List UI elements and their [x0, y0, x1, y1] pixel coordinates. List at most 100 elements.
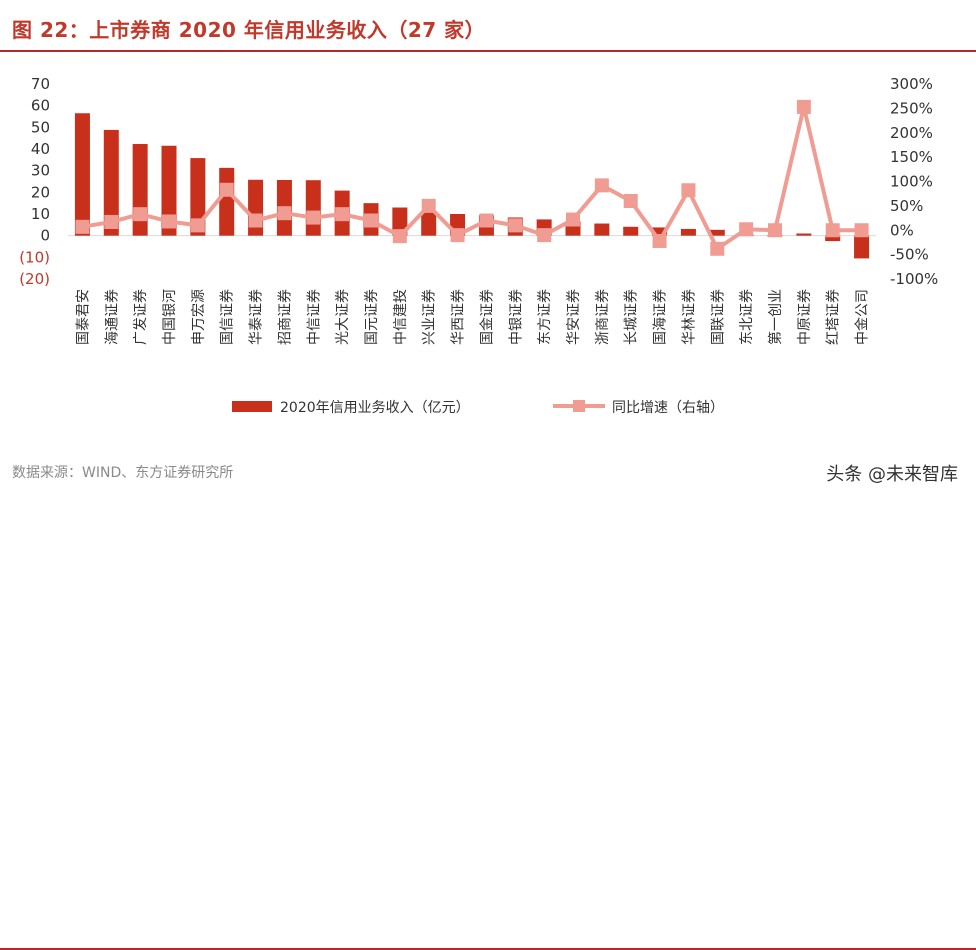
- growth-point-招商证券: [277, 206, 292, 221]
- growth-point-申万宏源: [190, 218, 205, 233]
- left-axis-tick-label: 40: [31, 140, 50, 158]
- chart-area: 70 60 50 40 30 20 10 0 (10) (20) 300% 250% 200% 150%…: [0, 56, 976, 456]
- bar-中信证券: [305, 180, 321, 236]
- category-labels: 国泰君安 海通证券 广发证券 中国银河 申万宏源 国信证券 华泰证券 招商证券 中信证券 光大证券…: [75, 289, 870, 345]
- footer: 数据来源：WIND、东方证券研究所 头条 @未来智库: [0, 456, 976, 950]
- category-label: 东方证券: [537, 289, 553, 345]
- watermark: 头条 @未来智库: [826, 464, 958, 485]
- category-label: 红塔证券: [826, 289, 842, 345]
- growth-point-国泰君安: [75, 219, 90, 234]
- category-label: 海通证券: [104, 289, 120, 345]
- bar-申万宏源: [190, 158, 206, 236]
- category-label: 国泰君安: [75, 289, 91, 345]
- bar-海通证券: [103, 129, 119, 236]
- category-label: 华泰证券: [249, 289, 265, 345]
- category-label: 国信证券: [220, 289, 236, 345]
- left-axis-tick-label: 30: [31, 162, 50, 180]
- left-axis-tick-label: 10: [31, 205, 50, 223]
- growth-point-华安证券: [566, 212, 580, 227]
- legend-bar-label: 2020年信用业务收入（亿元）: [280, 400, 470, 416]
- growth-point-红塔证券: [825, 223, 840, 238]
- bar-中金公司: [854, 235, 870, 259]
- category-label: 国海证券: [653, 289, 669, 345]
- growth-point-中信证券: [306, 210, 321, 225]
- category-label: 招商证券: [277, 289, 293, 345]
- growth-point-海通证券: [104, 214, 119, 229]
- right-axis-tick-label: 250%: [890, 99, 933, 117]
- bar-series: [68, 113, 876, 259]
- legend-line-marker: [573, 400, 585, 412]
- growth-point-光大证券: [335, 207, 350, 222]
- growth-point-东方证券: [537, 228, 552, 243]
- category-label: 东北证券: [739, 289, 755, 345]
- growth-point-中银证券: [508, 218, 523, 233]
- growth-line: [82, 104, 862, 251]
- category-label: 兴业证券: [422, 289, 438, 345]
- growth-point-国海证券: [652, 233, 667, 248]
- growth-point-华西证券: [450, 228, 465, 243]
- source-note: 数据来源：WIND、东方证券研究所: [12, 465, 234, 481]
- growth-point-中金公司: [854, 223, 869, 238]
- growth-point-华林证券: [681, 183, 696, 198]
- right-axis-tick-label: 50%: [890, 197, 923, 215]
- bar-兴业证券: [421, 210, 437, 236]
- growth-point-东北证券: [739, 222, 754, 237]
- bar-国泰君安: [74, 113, 90, 236]
- left-axis-tick-label: (10): [19, 248, 50, 266]
- bar-国联证券: [709, 229, 725, 236]
- category-label: 广发证券: [133, 289, 149, 345]
- right-axis-tick-label: 150%: [890, 148, 933, 166]
- category-label: 第一创业: [767, 289, 784, 345]
- category-label: 中金公司: [855, 289, 871, 345]
- bar-长城证券: [623, 226, 639, 236]
- growth-point-第一创业: [768, 223, 782, 238]
- category-label: 华安证券: [566, 289, 582, 345]
- category-label: 国金证券: [479, 289, 495, 345]
- bar-华林证券: [680, 228, 696, 236]
- growth-point-广发证券: [133, 207, 148, 222]
- growth-point-华泰证券: [248, 213, 263, 228]
- category-label: 中原证券: [797, 289, 813, 345]
- category-label: 中信证券: [306, 289, 322, 345]
- right-axis-tick-label: -100%: [890, 270, 938, 288]
- chart-title: 图 22：上市券商 2020 年信用业务收入（27 家）: [12, 18, 486, 42]
- category-label: 国联证券: [710, 289, 726, 345]
- right-axis: 300% 250% 200% 150% 100% 50% 0% -50% -100%: [890, 75, 938, 288]
- category-label: 长城证券: [624, 289, 640, 345]
- bar-国信证券: [219, 167, 235, 236]
- header: 图 22：上市券商 2020 年信用业务收入（27 家）: [0, 0, 976, 56]
- right-axis-tick-label: -50%: [890, 246, 929, 264]
- bar-中信建投: [392, 207, 408, 236]
- category-label: 中国银河: [162, 289, 178, 345]
- bar-line-chart: 70 60 50 40 30 20 10 0 (10) (20) 300% 250% 200% 150%…: [19, 75, 938, 416]
- bar-中原证券: [796, 233, 812, 236]
- category-label: 中信建投: [393, 289, 409, 345]
- legend: 2020年信用业务收入（亿元） 同比增速（右轴）: [232, 400, 724, 416]
- category-label: 中银证券: [508, 289, 524, 345]
- growth-point-长城证券: [623, 194, 638, 208]
- legend-bar-swatch: [232, 401, 272, 412]
- bar-红塔证券: [825, 235, 841, 242]
- right-axis-tick-label: 200%: [890, 124, 933, 142]
- growth-point-兴业证券: [421, 198, 436, 213]
- growth-point-中国银河: [162, 214, 176, 229]
- growth-point-中信建投: [392, 229, 407, 244]
- growth-point-国联证券: [710, 241, 725, 256]
- bar-广发证券: [132, 144, 148, 236]
- category-label: 申万宏源: [191, 289, 207, 345]
- category-label: 国元证券: [364, 289, 380, 345]
- left-axis-tick-label: 60: [31, 97, 50, 115]
- left-axis-tick-label: 70: [31, 75, 50, 93]
- bar-中国银河: [161, 145, 177, 236]
- right-axis-tick-label: 100%: [890, 173, 933, 191]
- category-label: 华西证券: [451, 289, 467, 345]
- left-axis-tick-label: 50: [31, 118, 50, 136]
- left-axis: 70 60 50 40 30 20 10 0 (10) (20): [19, 75, 50, 288]
- category-label: 光大证券: [335, 289, 351, 345]
- left-axis-tick-label: (20): [19, 270, 50, 288]
- left-axis-tick-label: 20: [31, 183, 50, 201]
- growth-point-国信证券: [219, 182, 234, 197]
- right-axis-tick-label: 300%: [890, 75, 933, 93]
- category-label: 浙商证券: [595, 289, 611, 345]
- legend-line-label: 同比增速（右轴）: [612, 400, 724, 416]
